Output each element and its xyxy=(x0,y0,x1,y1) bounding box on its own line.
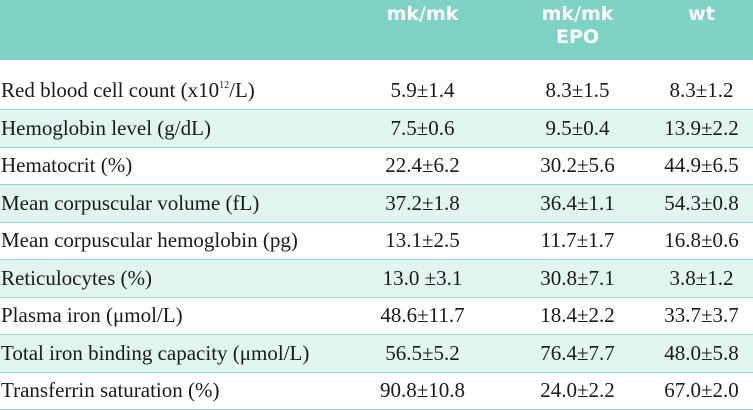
cell-value: 56.5±5.2 xyxy=(385,340,460,365)
table-row: Mean corpuscular hemoglobin (pg) 13.1±2.5… xyxy=(0,222,753,260)
row-label: Reticulocytes (%) xyxy=(0,260,340,298)
cell-value: 8.3±1.5 xyxy=(545,78,610,102)
header-row: mk/mk mk/mk EPO wt xyxy=(0,0,753,60)
cell-value: 5.9±1.4 xyxy=(390,78,455,102)
table-row: Hematocrit (%) 22.4±6.2 30.2±5.6 44.9±6.5 xyxy=(0,147,753,185)
cell-value: 90.8±10.8 xyxy=(379,378,466,403)
cell-value: 11.7±1.7 xyxy=(540,228,615,253)
label-text: Mean corpuscular volume (fL) xyxy=(1,190,260,215)
table-row: Plasma iron (μmol/L) 48.6±11.7 18.4±2.2 33.… xyxy=(0,297,753,335)
cell-value: 48.6±11.7 xyxy=(380,303,465,328)
cell-value: 44.9±6.5 xyxy=(664,153,739,178)
cell-value: 36.4±1.1 xyxy=(540,190,615,215)
label-text: Plasma iron (μmol/L) xyxy=(1,303,183,328)
header-line: mk/mk xyxy=(386,3,459,25)
superscript: 12 xyxy=(219,80,230,91)
table-row: Transferrin saturation (%) 90.8±10.8 24.0±… xyxy=(0,372,753,410)
row-label: Plasma iron (μmol/L) xyxy=(0,297,340,335)
cell-value: 3.8±1.2 xyxy=(669,265,734,290)
cell-value: 48.0±5.8 xyxy=(664,340,739,365)
label-text: Reticulocytes (%) xyxy=(1,265,153,290)
table-row: Red blood cell count (x1012/L) 5.9±1.4 8.3… xyxy=(0,72,753,110)
label-text: Red blood cell count (x10 xyxy=(1,78,220,102)
table-row: Total iron binding capacity (μmol/L) 56.5… xyxy=(0,334,753,373)
label-text: Hematocrit (%) xyxy=(1,153,133,178)
header-line: wt xyxy=(688,3,715,25)
row-label: Red blood cell count (x1012/L) xyxy=(0,72,340,110)
table-row: Mean corpuscular volume (fL) 37.2±1.8 36.4… xyxy=(0,184,753,223)
cell-value: 13.1±2.5 xyxy=(385,228,460,253)
cell-value: 30.2±5.6 xyxy=(540,153,615,178)
table-body: Red blood cell count (x1012/L) 5.9±1.4 8.3… xyxy=(0,60,753,410)
table-row: Reticulocytes (%) 13.0 ±3.1 30.8±7.1 3.8±1.… xyxy=(0,259,753,298)
row-label: Hemoglobin level (g/dL) xyxy=(0,110,340,148)
label-text: Total iron binding capacity (μmol/L) xyxy=(1,340,310,365)
label-text: /L) xyxy=(229,78,255,102)
label-text: Hemoglobin level (g/dL) xyxy=(1,115,211,140)
cell-value: 30.8±7.1 xyxy=(540,265,615,290)
cell-value: 67.0±2.0 xyxy=(664,378,739,403)
column-header: mk/mk EPO xyxy=(505,0,650,60)
row-label: Hematocrit (%) xyxy=(0,147,340,185)
cell-value: 76.4±7.7 xyxy=(540,340,615,365)
cell-value: 8.3±1.2 xyxy=(669,78,734,102)
header-line: mk/mk xyxy=(541,3,614,25)
cell-value: 18.4±2.2 xyxy=(540,303,615,328)
cell-value: 22.4±6.2 xyxy=(385,153,460,178)
cell-value: 54.3±0.8 xyxy=(664,190,739,215)
spacer xyxy=(0,60,753,72)
cell-value: 9.5±0.4 xyxy=(545,115,610,140)
cell-value: 16.8±0.6 xyxy=(664,228,739,253)
header-line: EPO xyxy=(555,26,600,48)
cell-value: 13.0 ±3.1 xyxy=(382,265,463,290)
cell-value: 7.5±0.6 xyxy=(390,115,455,140)
label-text: Mean corpuscular hemoglobin (pg) xyxy=(1,228,298,253)
label-text: Transferrin saturation (%) xyxy=(1,378,220,403)
cell-value: 13.9±2.2 xyxy=(664,115,739,140)
column-header: wt xyxy=(650,0,753,60)
column-header: mk/mk xyxy=(340,0,505,60)
row-label: Total iron binding capacity (μmol/L) xyxy=(0,335,340,373)
table-row: Hemoglobin level (g/dL) 7.5±0.6 9.5±0.4 13.… xyxy=(0,109,753,148)
cell-value: 33.7±3.7 xyxy=(664,303,739,328)
row-label: Transferrin saturation (%) xyxy=(0,372,340,410)
row-label: Mean corpuscular hemoglobin (pg) xyxy=(0,222,340,260)
cell-value: 24.0±2.2 xyxy=(540,378,615,403)
table-header: mk/mk mk/mk EPO wt xyxy=(0,0,753,60)
column-header xyxy=(0,0,340,60)
cell-value: 37.2±1.8 xyxy=(385,190,460,215)
row-label: Mean corpuscular volume (fL) xyxy=(0,185,340,223)
